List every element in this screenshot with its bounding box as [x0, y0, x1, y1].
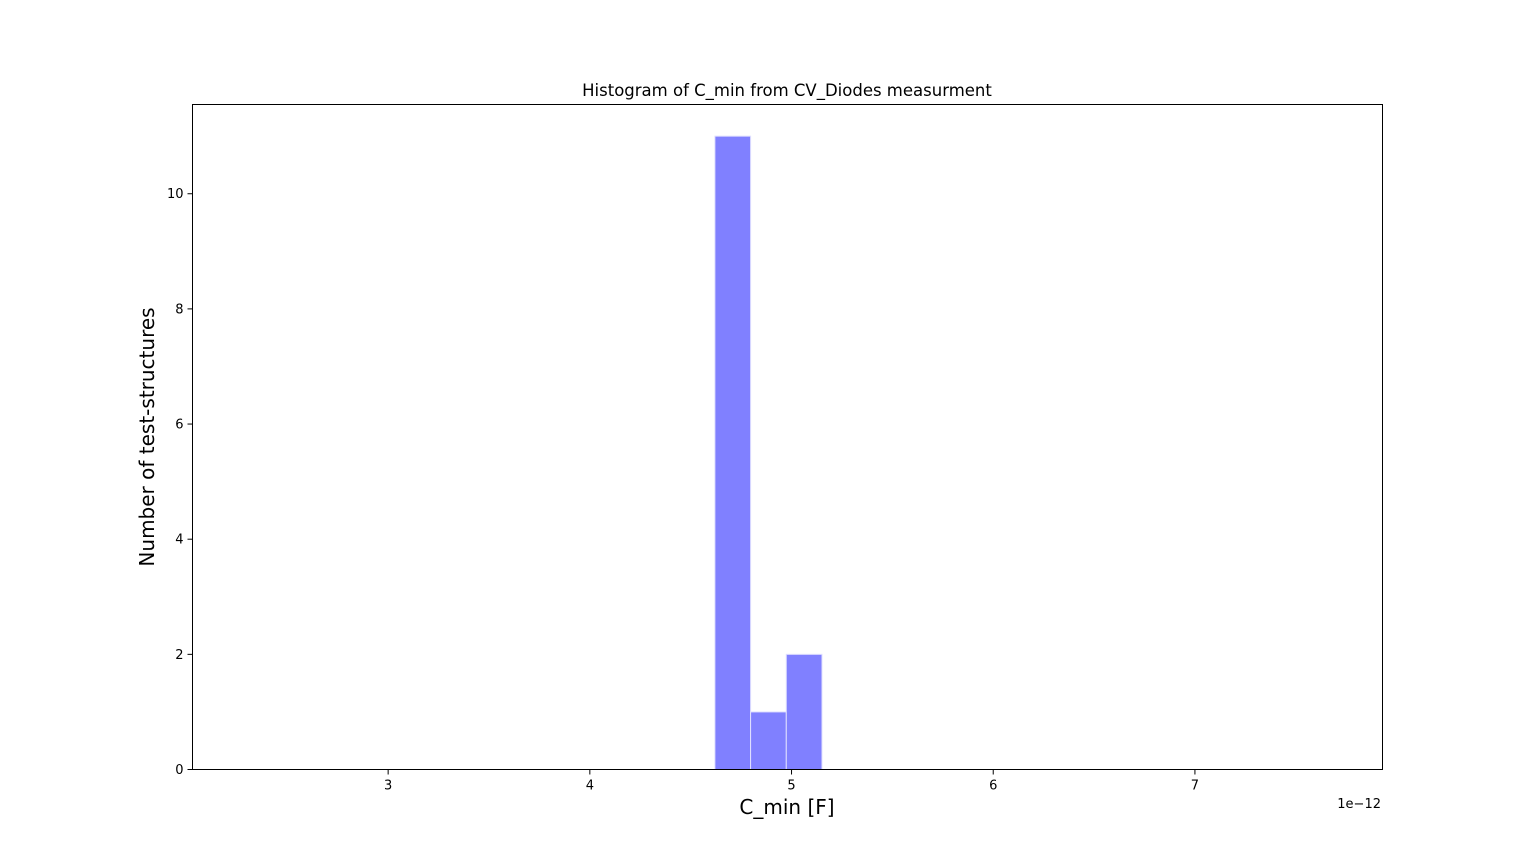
y-axis-ticks: 0 2 4 6 8 10	[167, 187, 193, 778]
chart-title: Histogram of C_min from CV_Diodes measur…	[582, 81, 992, 101]
histogram-bar-2	[750, 711, 787, 771]
plot-frame	[192, 104, 1383, 770]
bars-group	[714, 135, 823, 771]
y-tick-label: 10	[167, 187, 184, 202]
x-tick-label: 4	[586, 779, 594, 794]
y-tick-label: 2	[175, 648, 183, 663]
x-tick-label: 5	[787, 779, 795, 794]
x-tick-label: 7	[1191, 779, 1199, 794]
x-tick-label: 6	[989, 779, 997, 794]
y-tick-label: 4	[175, 533, 183, 548]
histogram-bar-3	[785, 653, 823, 771]
x-tick-label: 3	[384, 779, 392, 794]
y-tick-label: 8	[175, 302, 183, 317]
x-axis-ticks: 3 4 5 6 7	[384, 769, 1199, 794]
x-axis-label: C_min [F]	[739, 795, 834, 819]
y-tick-label: 0	[175, 763, 183, 778]
x-offset-label: 1e−12	[1337, 797, 1381, 812]
y-tick-label: 6	[175, 418, 183, 433]
histogram-bar-1	[714, 135, 752, 770]
y-axis-label: Number of test-structures	[135, 307, 159, 566]
